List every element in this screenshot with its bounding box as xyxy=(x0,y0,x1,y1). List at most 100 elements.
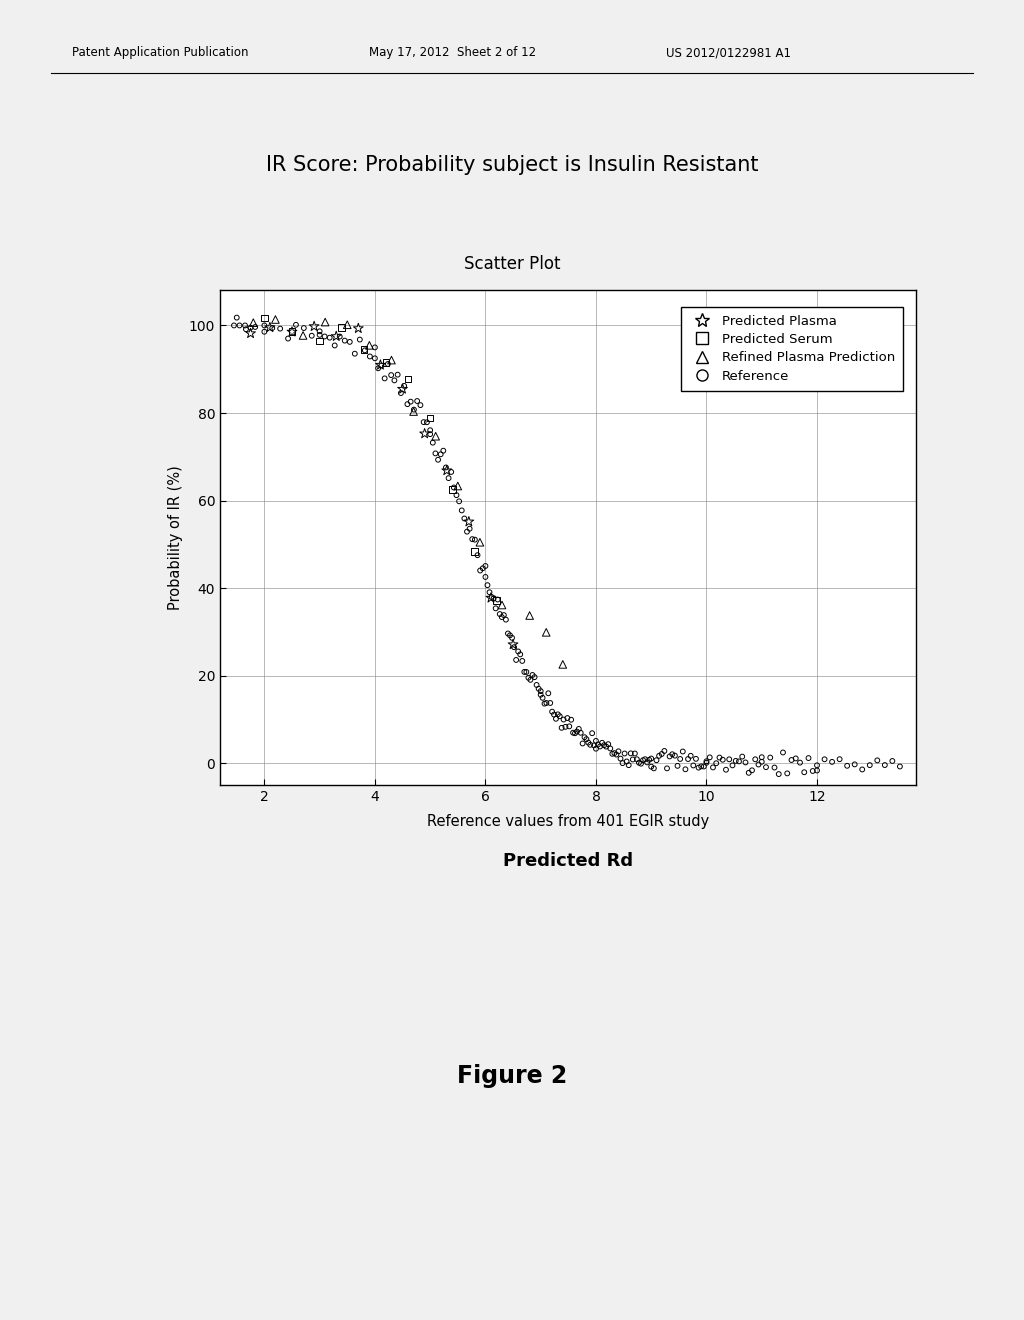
Point xyxy=(389,364,406,385)
Point xyxy=(520,667,537,688)
Point xyxy=(425,432,441,453)
Point xyxy=(526,667,543,688)
Point xyxy=(783,750,800,771)
Point xyxy=(237,315,253,337)
Point xyxy=(355,339,372,360)
Point xyxy=(734,746,751,767)
Point xyxy=(356,339,373,360)
Point xyxy=(518,661,535,682)
Point xyxy=(238,318,254,339)
Point xyxy=(264,318,281,339)
Text: Reference values from 401 EGIR study: Reference values from 401 EGIR study xyxy=(427,813,710,829)
Point xyxy=(567,722,584,743)
Point xyxy=(751,754,767,775)
Point xyxy=(295,325,311,346)
Point xyxy=(677,759,693,780)
Point xyxy=(346,343,362,364)
Point xyxy=(367,347,383,368)
Point xyxy=(485,587,502,609)
Point xyxy=(653,743,670,764)
Point xyxy=(731,751,748,772)
Legend: Predicted Plasma, Predicted Serum, Refined Plasma Prediction, Reference: Predicted Plasma, Predicted Serum, Refin… xyxy=(681,306,903,391)
Point xyxy=(406,401,422,422)
Point xyxy=(809,760,825,781)
Point xyxy=(496,605,512,626)
Point xyxy=(758,756,774,777)
Point xyxy=(552,706,568,727)
Point xyxy=(743,760,760,781)
Point xyxy=(877,755,893,776)
Point xyxy=(670,755,686,776)
Point xyxy=(296,318,312,339)
Text: Patent Application Publication: Patent Application Publication xyxy=(72,46,248,59)
Point xyxy=(467,529,483,550)
Point xyxy=(435,440,452,461)
Point xyxy=(600,734,616,755)
Point xyxy=(351,329,368,350)
Point xyxy=(454,500,470,521)
Point xyxy=(770,763,786,784)
Point xyxy=(339,314,355,335)
Point xyxy=(754,747,770,768)
Point xyxy=(816,748,833,770)
Point xyxy=(367,337,383,358)
Point xyxy=(614,752,631,774)
Point xyxy=(561,715,578,737)
Point xyxy=(801,747,817,768)
Point xyxy=(792,752,808,774)
Point xyxy=(884,751,900,772)
Point xyxy=(422,424,438,445)
Point xyxy=(459,521,475,543)
Point xyxy=(656,741,673,762)
Point xyxy=(445,477,462,498)
Point xyxy=(378,352,394,374)
Point xyxy=(579,729,595,750)
Point xyxy=(535,688,551,709)
Point xyxy=(588,730,604,751)
Point xyxy=(643,748,659,770)
Point xyxy=(762,747,778,768)
Point xyxy=(504,627,520,648)
Point xyxy=(306,315,323,337)
Point xyxy=(643,756,659,777)
Point xyxy=(606,743,623,764)
Point xyxy=(311,321,328,342)
Point xyxy=(592,737,608,758)
Point xyxy=(231,315,248,337)
Point xyxy=(399,393,416,414)
Point xyxy=(483,586,500,607)
Point xyxy=(416,412,432,433)
Point xyxy=(594,733,610,754)
Point xyxy=(256,308,272,329)
Point xyxy=(530,678,547,700)
Point xyxy=(584,722,600,743)
Point xyxy=(225,315,242,337)
Point xyxy=(775,742,792,763)
Point xyxy=(487,598,504,619)
Point xyxy=(683,746,699,767)
Point xyxy=(461,511,477,532)
Point xyxy=(492,603,508,624)
Text: IR Score: Probability subject is Insulin Resistant: IR Score: Probability subject is Insulin… xyxy=(266,154,758,176)
Point xyxy=(477,566,494,587)
Point xyxy=(539,693,555,714)
Point xyxy=(627,743,643,764)
Point xyxy=(528,675,545,696)
Point xyxy=(623,743,639,764)
Point xyxy=(482,587,499,609)
Point xyxy=(451,491,467,512)
Point xyxy=(688,748,705,770)
Y-axis label: Probability of IR (%): Probability of IR (%) xyxy=(168,466,183,610)
Point xyxy=(521,605,538,626)
Point xyxy=(443,462,460,483)
Point xyxy=(450,475,466,496)
Point xyxy=(488,590,505,611)
Point xyxy=(422,420,438,441)
Point xyxy=(386,370,402,391)
Point xyxy=(869,750,886,771)
Point xyxy=(568,721,585,742)
Point xyxy=(639,752,655,774)
Point xyxy=(685,755,701,776)
Point xyxy=(322,327,338,348)
Point xyxy=(337,330,353,351)
